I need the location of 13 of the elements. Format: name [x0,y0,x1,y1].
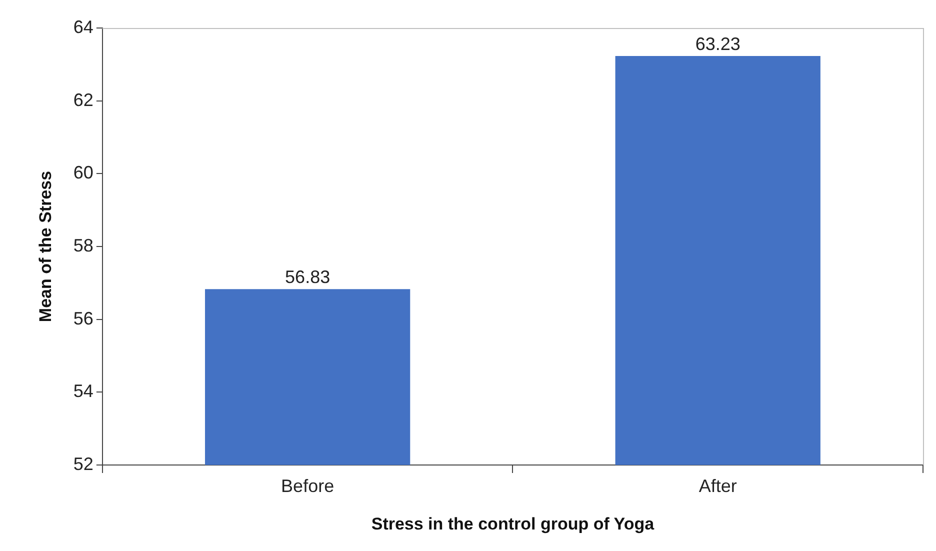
data-label: 63.23 [695,34,740,54]
y-tick-label: 60 [73,162,94,183]
x-axis-title: Stress in the control group of Yoga [371,514,655,534]
y-tick-label: 56 [73,308,94,328]
data-label: 56.83 [285,267,330,288]
y-tick-label: 62 [73,90,94,110]
y-tick-label: 58 [73,235,94,256]
y-tick-label: 54 [73,381,94,402]
x-tick-label: Before [281,476,334,496]
x-tick-label: After [698,476,737,496]
y-tick-label: 52 [73,454,94,474]
y-tick-label: 64 [73,16,94,37]
y-axis-title: Mean of the Stress [36,170,55,322]
